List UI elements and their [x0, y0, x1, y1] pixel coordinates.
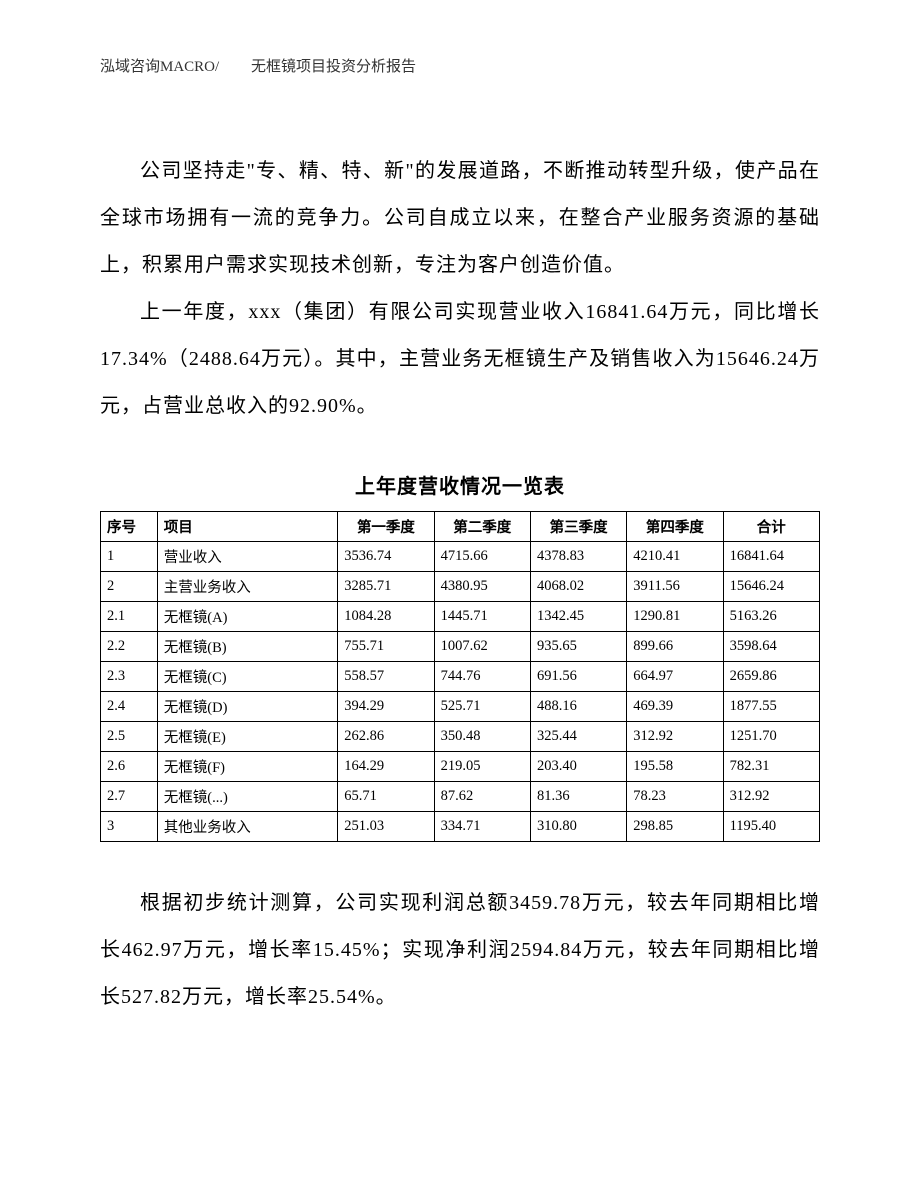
table-cell-item: 营业收入	[157, 542, 338, 572]
col-header-q3: 第三季度	[530, 512, 626, 542]
table-row: 2主营业务收入3285.714380.954068.023911.5615646…	[101, 572, 820, 602]
table-cell-q4: 195.58	[627, 752, 723, 782]
table-cell-q4: 1290.81	[627, 602, 723, 632]
table-cell-q2: 87.62	[434, 782, 530, 812]
table-cell-seq: 2	[101, 572, 158, 602]
table-cell-q2: 350.48	[434, 722, 530, 752]
table-cell-item: 无框镜(...)	[157, 782, 338, 812]
table-cell-q1: 558.57	[338, 662, 434, 692]
table-cell-item: 无框镜(E)	[157, 722, 338, 752]
table-header-row: 序号 项目 第一季度 第二季度 第三季度 第四季度 合计	[101, 512, 820, 542]
table-cell-item: 无框镜(D)	[157, 692, 338, 722]
header-right: 无框镜项目投资分析报告	[251, 59, 416, 75]
table-cell-seq: 2.5	[101, 722, 158, 752]
table-cell-item: 无框镜(B)	[157, 632, 338, 662]
table-cell-total: 1877.55	[723, 692, 819, 722]
table-row: 1营业收入3536.744715.664378.834210.4116841.6…	[101, 542, 820, 572]
table-row: 2.5无框镜(E)262.86350.48325.44312.921251.70	[101, 722, 820, 752]
table-cell-q4: 469.39	[627, 692, 723, 722]
table-cell-seq: 2.2	[101, 632, 158, 662]
table-row: 2.7无框镜(...)65.7187.6281.3678.23312.92	[101, 782, 820, 812]
col-header-q2: 第二季度	[434, 512, 530, 542]
table-cell-q1: 3285.71	[338, 572, 434, 602]
table-row: 2.2无框镜(B)755.711007.62935.65899.663598.6…	[101, 632, 820, 662]
table-cell-q3: 691.56	[530, 662, 626, 692]
table-cell-item: 主营业务收入	[157, 572, 338, 602]
table-cell-q2: 1007.62	[434, 632, 530, 662]
table-cell-q3: 488.16	[530, 692, 626, 722]
table-cell-q4: 664.97	[627, 662, 723, 692]
body-paragraph-3: 根据初步统计测算，公司实现利润总额3459.78万元，较去年同期相比增长462.…	[100, 880, 820, 1021]
table-cell-q1: 164.29	[338, 752, 434, 782]
table-cell-q1: 755.71	[338, 632, 434, 662]
table-cell-q2: 1445.71	[434, 602, 530, 632]
table-cell-q3: 1342.45	[530, 602, 626, 632]
table-cell-q4: 3911.56	[627, 572, 723, 602]
table-cell-total: 1251.70	[723, 722, 819, 752]
table-cell-q3: 4378.83	[530, 542, 626, 572]
table-cell-q3: 310.80	[530, 812, 626, 842]
table-cell-q1: 65.71	[338, 782, 434, 812]
table-cell-seq: 2.1	[101, 602, 158, 632]
table-cell-q4: 899.66	[627, 632, 723, 662]
table-row: 2.4无框镜(D)394.29525.71488.16469.391877.55	[101, 692, 820, 722]
table-cell-total: 16841.64	[723, 542, 819, 572]
table-row: 2.3无框镜(C)558.57744.76691.56664.972659.86	[101, 662, 820, 692]
table-cell-q1: 3536.74	[338, 542, 434, 572]
table-cell-q4: 298.85	[627, 812, 723, 842]
body-paragraph-1: 公司坚持走"专、精、特、新"的发展道路，不断推动转型升级，使产品在全球市场拥有一…	[100, 148, 820, 289]
table-cell-q2: 334.71	[434, 812, 530, 842]
header-left: 泓域咨询MACRO/	[100, 59, 219, 75]
table-cell-q2: 525.71	[434, 692, 530, 722]
table-cell-q2: 219.05	[434, 752, 530, 782]
table-cell-item: 其他业务收入	[157, 812, 338, 842]
table-cell-total: 782.31	[723, 752, 819, 782]
table-cell-q2: 4715.66	[434, 542, 530, 572]
col-header-q1: 第一季度	[338, 512, 434, 542]
table-row: 2.6无框镜(F)164.29219.05203.40195.58782.31	[101, 752, 820, 782]
col-header-item: 项目	[157, 512, 338, 542]
revenue-table: 序号 项目 第一季度 第二季度 第三季度 第四季度 合计 1营业收入3536.7…	[100, 511, 820, 842]
table-title: 上年度营收情况一览表	[100, 470, 820, 499]
table-cell-q4: 4210.41	[627, 542, 723, 572]
header-separator	[233, 59, 237, 75]
table-cell-total: 312.92	[723, 782, 819, 812]
table-cell-seq: 1	[101, 542, 158, 572]
table-cell-total: 2659.86	[723, 662, 819, 692]
body-paragraph-2: 上一年度，xxx（集团）有限公司实现营业收入16841.64万元，同比增长17.…	[100, 289, 820, 430]
table-cell-item: 无框镜(F)	[157, 752, 338, 782]
table-cell-item: 无框镜(A)	[157, 602, 338, 632]
table-cell-q3: 203.40	[530, 752, 626, 782]
table-cell-q4: 312.92	[627, 722, 723, 752]
table-cell-q3: 935.65	[530, 632, 626, 662]
table-cell-seq: 2.3	[101, 662, 158, 692]
table-cell-seq: 2.7	[101, 782, 158, 812]
table-cell-q1: 1084.28	[338, 602, 434, 632]
table-cell-total: 3598.64	[723, 632, 819, 662]
table-cell-q3: 4068.02	[530, 572, 626, 602]
table-cell-q3: 325.44	[530, 722, 626, 752]
col-header-seq: 序号	[101, 512, 158, 542]
col-header-q4: 第四季度	[627, 512, 723, 542]
page-header: 泓域咨询MACRO/ 无框镜项目投资分析报告	[100, 55, 820, 76]
document-page: 泓域咨询MACRO/ 无框镜项目投资分析报告 公司坚持走"专、精、特、新"的发展…	[0, 0, 920, 1081]
table-cell-q3: 81.36	[530, 782, 626, 812]
col-header-total: 合计	[723, 512, 819, 542]
table-cell-q1: 262.86	[338, 722, 434, 752]
table-cell-total: 5163.26	[723, 602, 819, 632]
table-cell-q2: 4380.95	[434, 572, 530, 602]
table-cell-item: 无框镜(C)	[157, 662, 338, 692]
table-cell-q1: 394.29	[338, 692, 434, 722]
table-row: 3其他业务收入251.03334.71310.80298.851195.40	[101, 812, 820, 842]
table-cell-seq: 2.6	[101, 752, 158, 782]
table-cell-total: 15646.24	[723, 572, 819, 602]
table-cell-q2: 744.76	[434, 662, 530, 692]
table-cell-q1: 251.03	[338, 812, 434, 842]
table-cell-q4: 78.23	[627, 782, 723, 812]
table-cell-seq: 3	[101, 812, 158, 842]
table-cell-seq: 2.4	[101, 692, 158, 722]
table-body: 1营业收入3536.744715.664378.834210.4116841.6…	[101, 542, 820, 842]
table-row: 2.1无框镜(A)1084.281445.711342.451290.81516…	[101, 602, 820, 632]
table-cell-total: 1195.40	[723, 812, 819, 842]
